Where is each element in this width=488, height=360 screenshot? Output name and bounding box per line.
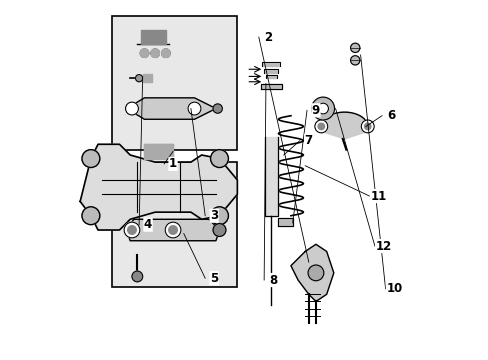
FancyBboxPatch shape — [112, 162, 237, 287]
Text: 4: 4 — [143, 218, 152, 231]
Circle shape — [210, 207, 228, 225]
Circle shape — [350, 43, 359, 53]
Text: 7: 7 — [304, 134, 312, 147]
Polygon shape — [126, 98, 216, 119]
Bar — [278, 217, 292, 226]
Circle shape — [125, 102, 138, 115]
Circle shape — [127, 226, 136, 234]
Polygon shape — [321, 112, 367, 139]
Bar — [143, 74, 152, 82]
Circle shape — [210, 150, 228, 167]
Circle shape — [314, 120, 327, 133]
Circle shape — [135, 75, 142, 82]
Polygon shape — [290, 244, 333, 301]
Circle shape — [124, 222, 140, 238]
Circle shape — [213, 104, 222, 113]
Polygon shape — [126, 219, 219, 241]
Circle shape — [311, 97, 334, 120]
Polygon shape — [141, 30, 165, 44]
Text: 10: 10 — [386, 283, 402, 296]
Bar — [264, 137, 277, 216]
Text: 9: 9 — [311, 104, 320, 117]
Bar — [144, 144, 173, 158]
Circle shape — [168, 226, 177, 234]
Circle shape — [132, 271, 142, 282]
Bar — [265, 75, 276, 78]
Circle shape — [213, 224, 225, 237]
Text: 1: 1 — [169, 157, 177, 170]
Circle shape — [140, 49, 148, 58]
Text: 5: 5 — [209, 272, 218, 285]
Circle shape — [350, 56, 359, 65]
Bar — [262, 62, 280, 66]
Text: 6: 6 — [386, 109, 394, 122]
Circle shape — [165, 222, 181, 238]
FancyBboxPatch shape — [112, 16, 237, 150]
Circle shape — [317, 123, 324, 130]
Text: 2: 2 — [263, 31, 271, 44]
Text: 3: 3 — [210, 209, 218, 222]
Circle shape — [364, 123, 370, 130]
Polygon shape — [80, 144, 237, 230]
Text: 11: 11 — [369, 190, 386, 203]
Circle shape — [361, 120, 373, 133]
Circle shape — [317, 103, 328, 114]
Circle shape — [82, 207, 100, 225]
Circle shape — [151, 49, 159, 58]
Circle shape — [188, 102, 201, 115]
Bar — [260, 84, 282, 89]
Bar — [264, 69, 278, 73]
Circle shape — [162, 49, 170, 58]
Circle shape — [82, 150, 100, 167]
Text: 8: 8 — [268, 274, 277, 287]
Circle shape — [307, 265, 323, 281]
Text: 12: 12 — [375, 240, 391, 253]
